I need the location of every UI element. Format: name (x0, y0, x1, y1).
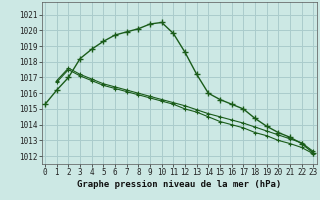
X-axis label: Graphe pression niveau de la mer (hPa): Graphe pression niveau de la mer (hPa) (77, 180, 281, 189)
